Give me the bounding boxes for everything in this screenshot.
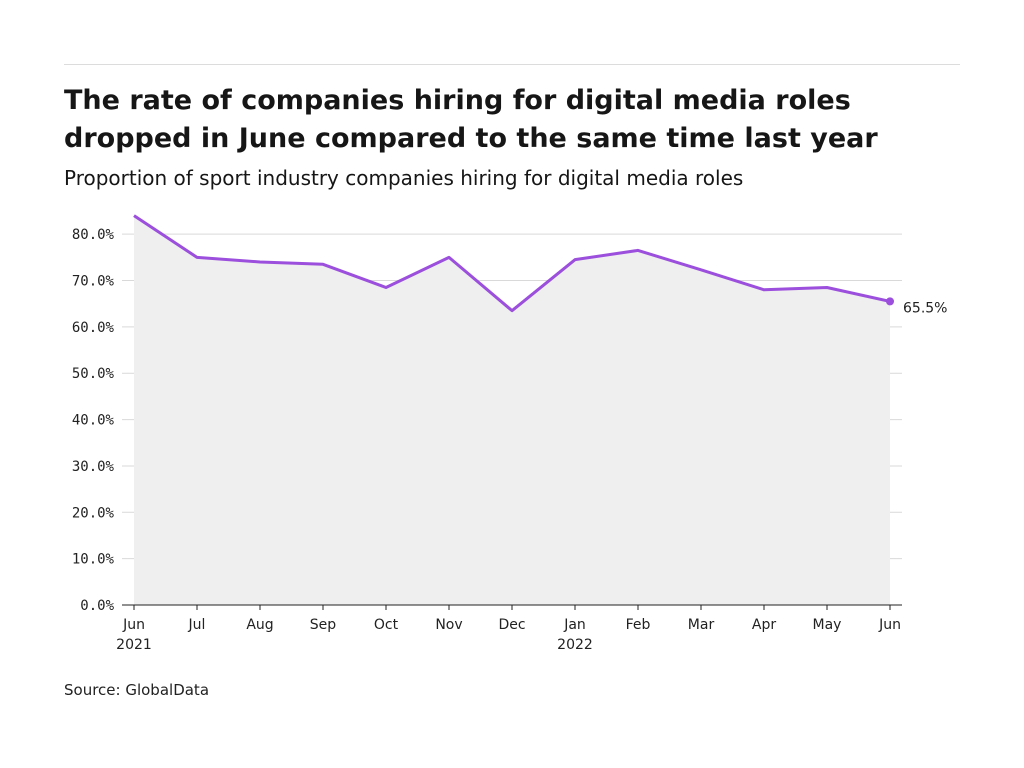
x-tick-label: Nov	[435, 617, 462, 633]
x-tick-label: Dec	[498, 617, 525, 633]
x-tick-label: Jun	[878, 617, 901, 633]
x-tick-label: Oct	[374, 617, 399, 633]
y-tick-label: 60.0%	[72, 320, 115, 336]
x-tick-year-label: 2022	[557, 637, 593, 653]
line-area-chart: 0.0% 10.0% 20.0% 30.0% 40.0% 50.0% 60.0% 70.0% 8…	[72, 214, 947, 653]
area-fill	[134, 215, 890, 605]
y-tick-label: 40.0%	[72, 413, 115, 429]
x-axis-ticks: Jun 2021 Jul Aug Sep Oct Nov Dec Jan 2022 Feb Mar Ap…	[116, 605, 901, 653]
end-point-marker	[886, 297, 894, 306]
x-tick-label: Jun	[122, 617, 145, 633]
x-tick-label: Jan	[563, 617, 586, 633]
end-value-label: 65.5%	[903, 300, 947, 316]
chart-subtitle: Proportion of sport industry companies h…	[64, 166, 744, 190]
x-tick-label: May	[813, 617, 842, 633]
x-tick-label: Apr	[752, 617, 776, 633]
y-tick-label: 70.0%	[72, 274, 115, 290]
y-axis-ticks: 0.0% 10.0% 20.0% 30.0% 40.0% 50.0% 60.0% 70.0% 8…	[72, 227, 115, 614]
top-divider	[64, 64, 960, 65]
x-tick-label: Mar	[688, 617, 715, 633]
x-tick-label: Aug	[246, 617, 273, 633]
y-tick-label: 30.0%	[72, 459, 115, 475]
chart-title: The rate of companies hiring for digital…	[64, 85, 878, 154]
y-tick-label: 10.0%	[72, 552, 115, 568]
source-note: Source: GlobalData	[64, 681, 210, 699]
x-tick-label: Sep	[310, 617, 337, 633]
x-tick-label: Jul	[188, 617, 206, 633]
y-tick-label: 80.0%	[72, 227, 115, 243]
y-tick-label: 20.0%	[72, 505, 115, 521]
series-line	[133, 214, 891, 313]
x-tick-year-label: 2021	[116, 637, 152, 653]
y-tick-label: 0.0%	[80, 598, 114, 614]
x-tick-label: Feb	[626, 617, 651, 633]
y-tick-label: 50.0%	[72, 366, 115, 382]
